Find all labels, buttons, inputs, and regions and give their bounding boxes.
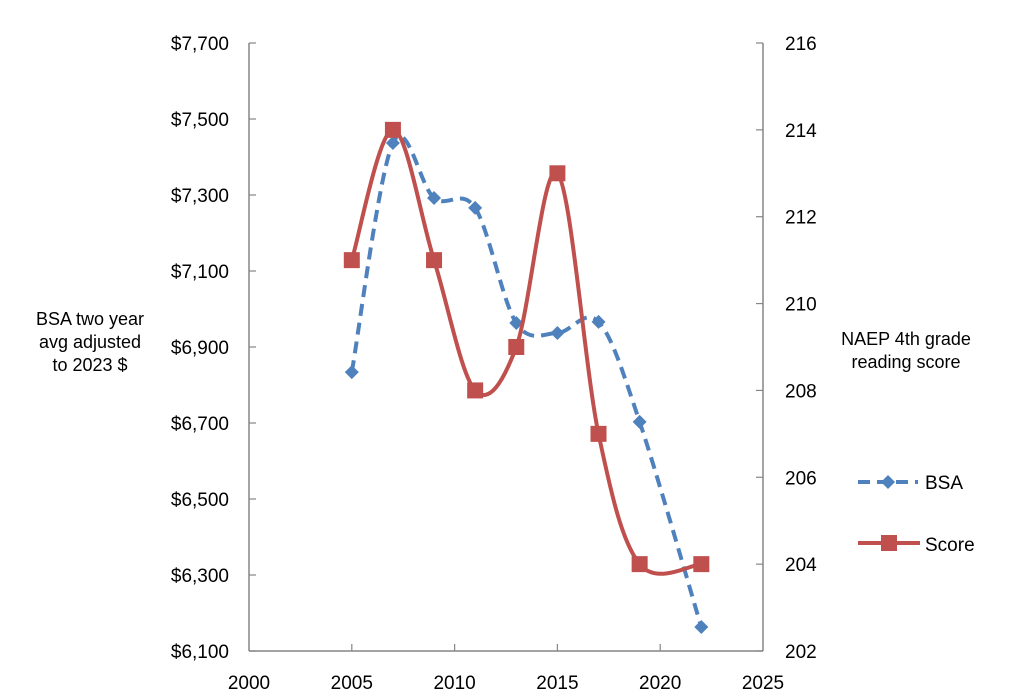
right-tick-label: 212 bbox=[785, 208, 817, 229]
x-tick-label: 2020 bbox=[639, 673, 681, 694]
right-axis-title: NAEP 4th grade reading score bbox=[822, 328, 990, 374]
legend-bsa-label: BSA bbox=[925, 473, 963, 494]
diamond-marker-icon bbox=[550, 325, 565, 340]
diamond-marker-icon bbox=[385, 135, 400, 150]
diamond-marker-icon bbox=[344, 365, 359, 380]
series-bsa bbox=[344, 134, 709, 635]
left-tick-label: $6,300 bbox=[171, 566, 229, 587]
legend: BSA Score bbox=[858, 473, 975, 556]
left-axis-title-line: BSA two year bbox=[35, 309, 145, 329]
left-tick-label: $6,500 bbox=[171, 490, 229, 511]
right-tick-label: 204 bbox=[785, 555, 817, 576]
left-tick-label: $7,300 bbox=[171, 186, 229, 207]
left-tick-label: $6,900 bbox=[171, 338, 229, 359]
right-tick-label: 202 bbox=[785, 642, 817, 663]
square-marker-icon bbox=[384, 121, 401, 138]
legend-bsa-diamond-icon bbox=[881, 475, 895, 489]
right-axis-title-line: NAEP 4th grade bbox=[841, 329, 971, 349]
diamond-marker-icon bbox=[632, 414, 647, 429]
plot-area bbox=[343, 121, 710, 635]
x-tick-label: 2025 bbox=[742, 673, 784, 694]
square-marker-icon bbox=[631, 556, 648, 573]
right-axis-title-line: reading score bbox=[851, 352, 961, 372]
square-marker-icon bbox=[549, 165, 566, 182]
square-marker-icon bbox=[467, 382, 484, 399]
x-tick-label: 2010 bbox=[433, 673, 475, 694]
axes: $6,100 $6,300 $6,500 $6,700 $6,900 $7,100 $7,3… bbox=[171, 34, 817, 694]
left-axis-title: BSA two year avg adjusted to 2023 $ bbox=[20, 308, 160, 377]
legend-score-label: Score bbox=[925, 535, 975, 556]
left-tick-label: $7,100 bbox=[171, 262, 229, 283]
square-marker-icon bbox=[508, 339, 525, 355]
square-marker-icon bbox=[693, 556, 710, 573]
diamond-marker-icon bbox=[427, 191, 442, 206]
square-marker-icon bbox=[343, 252, 360, 269]
legend-item-bsa: BSA bbox=[858, 473, 963, 494]
x-tick-label: 2000 bbox=[228, 673, 270, 694]
right-tick-label: 206 bbox=[785, 468, 817, 489]
left-tick-label: $7,700 bbox=[171, 34, 229, 55]
series-score bbox=[343, 121, 710, 576]
left-tick-label: $7,500 bbox=[171, 110, 229, 131]
left-axis-title-line: avg adjusted bbox=[38, 332, 142, 352]
right-tick-label: 210 bbox=[785, 295, 817, 316]
right-tick-label: 208 bbox=[785, 381, 817, 402]
series-line-score bbox=[349, 127, 702, 576]
left-tick-label: $6,100 bbox=[171, 642, 229, 663]
diamond-marker-icon bbox=[694, 620, 709, 635]
x-tick-label: 2015 bbox=[536, 673, 578, 694]
x-tick-label: 2005 bbox=[331, 673, 373, 694]
square-marker-icon bbox=[590, 425, 607, 442]
left-axis-title-line: to 2023 $ bbox=[52, 355, 128, 375]
legend-item-score: Score bbox=[858, 535, 975, 556]
right-tick-label: 214 bbox=[785, 121, 817, 142]
diamond-marker-icon bbox=[468, 200, 483, 215]
left-tick-label: $6,700 bbox=[171, 414, 229, 435]
square-marker-icon bbox=[426, 252, 443, 269]
right-tick-label: 216 bbox=[785, 34, 817, 55]
series-line-bsa bbox=[349, 134, 704, 628]
diamond-marker-icon bbox=[591, 314, 606, 329]
legend-score-square-icon bbox=[881, 535, 897, 551]
